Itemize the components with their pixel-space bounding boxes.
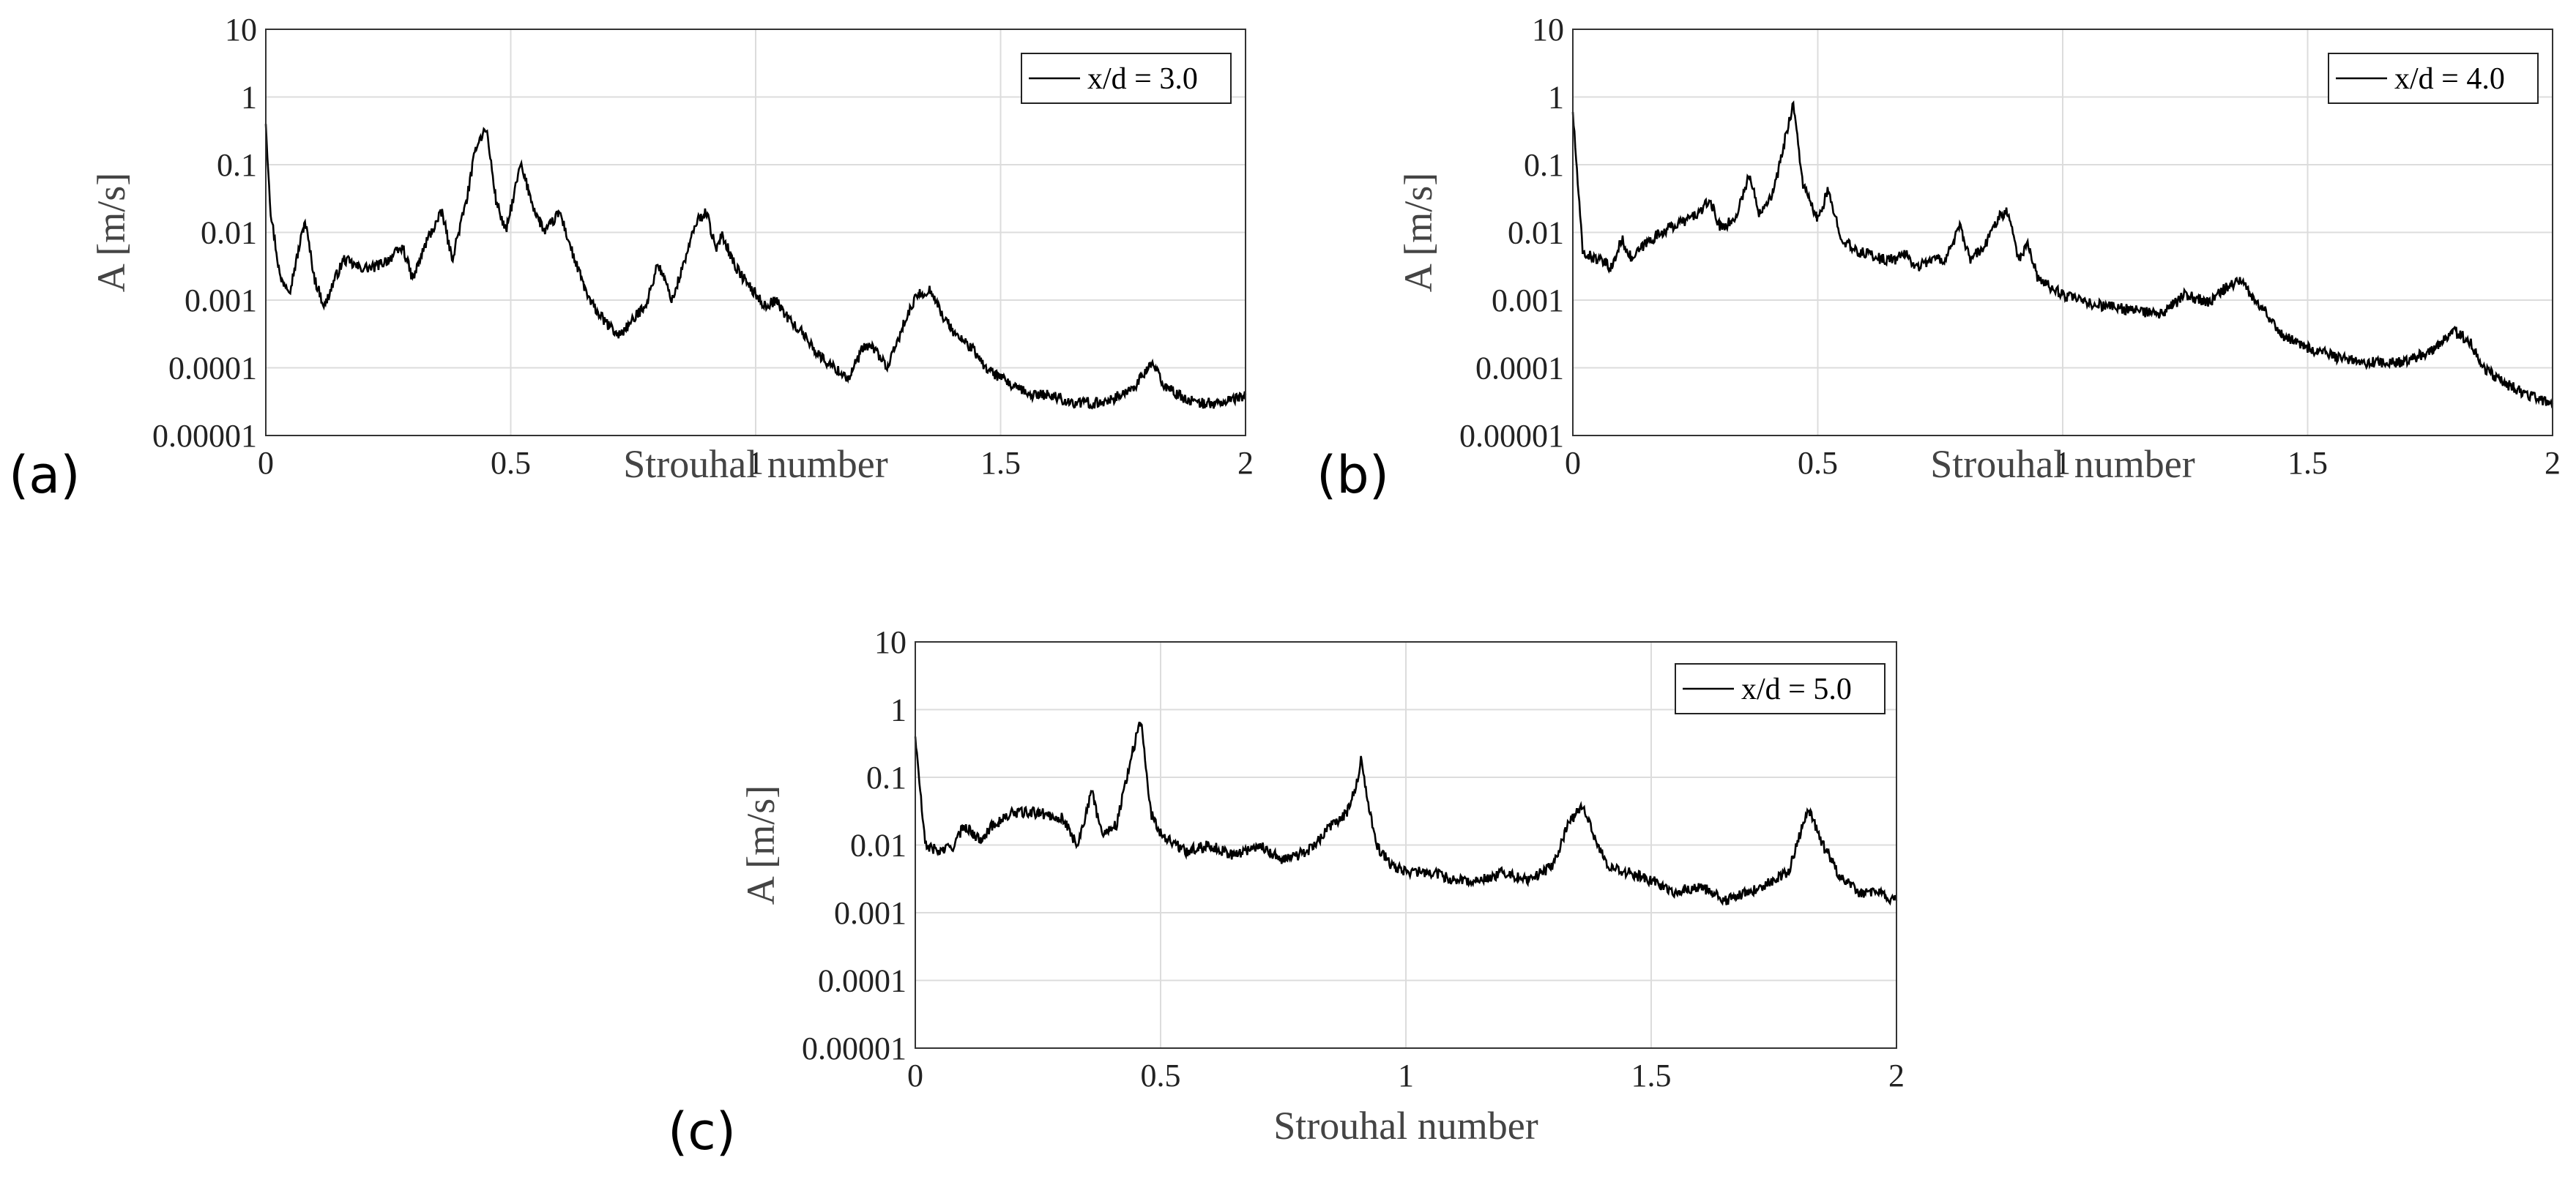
x-tick-label: 2 [1888,1058,1905,1094]
panel-label: (b) [1317,445,1389,505]
legend-entry: x/d = 5.0 [1741,673,1852,706]
y-tick-label: 0.001 [185,283,257,318]
y-tick-label: 0.01 [1508,215,1564,251]
y-tick-labels: 0.00001 0.0001 0.001 0.01 0.1 1 10 [152,12,257,454]
plot-frame [1572,29,2553,436]
x-tick-label: 1.5 [1631,1058,1672,1094]
x-tick-label: 2 [1237,445,1254,481]
grid-lines [915,642,1896,1048]
y-axis-label: A [m/s] [739,785,783,905]
y-tick-label: 1 [241,80,257,116]
y-tick-label: 0.001 [1492,283,1564,318]
x-tick-label: 0.5 [1798,445,1838,481]
y-tick-label: 0.0001 [1475,351,1564,386]
legend-entry: x/d = 3.0 [1087,62,1198,96]
chart-panel-b: 0.00001 0.0001 0.001 0.01 0.1 1 10 0 0.5 1 1.5 2 A… [1317,12,2561,505]
x-tick-label: 0 [1565,445,1581,481]
plot-frame [265,29,1246,436]
y-tick-label: 0.0001 [168,351,257,386]
x-tick-label: 1 [1398,1058,1414,1094]
x-tick-label: 0 [907,1058,923,1094]
y-tick-label: 0.1 [1524,147,1564,183]
chart-panel-a: 0.00001 0.0001 0.001 0.01 0.1 1 10 0 0.5 1 1.5 2 A… [9,12,1254,505]
y-tick-label: 10 [1532,12,1564,48]
x-tick-label: 1.5 [2287,445,2328,481]
y-tick-label: 0.01 [201,215,257,251]
x-tick-label: 0.5 [1141,1058,1181,1094]
y-tick-label: 0.1 [217,147,257,183]
y-tick-label: 10 [225,12,257,48]
legend: x/d = 4.0 [2328,53,2539,104]
y-tick-label: 0.0001 [818,963,907,999]
x-tick-labels: 0 0.5 1 1.5 2 [1565,445,2561,481]
y-axis-label: A [m/s] [89,173,133,293]
legend-entry: x/d = 4.0 [2394,62,2505,96]
x-tick-labels: 0 0.5 1 1.5 2 [258,445,1254,481]
x-tick-label: 0.5 [491,445,531,481]
y-tick-label: 0.01 [850,828,907,864]
plot-frame [915,641,1897,1049]
x-tick-label: 0 [258,445,274,481]
y-tick-label: 0.00001 [1459,418,1564,454]
panel-label: (a) [9,445,81,505]
x-tick-label: 1.5 [980,445,1021,481]
y-tick-label: 1 [1548,80,1564,116]
x-tick-label: 1 [748,445,764,481]
x-axis-label: Strouhal number [1930,442,2195,486]
series-line-x-d-4 [1571,100,2554,409]
series-line-x-d-5 [914,722,1898,906]
panel-label: (c) [668,1102,736,1162]
x-axis-label: Strouhal number [1273,1104,1538,1148]
x-tick-labels: 0 0.5 1 1.5 2 [907,1058,1905,1094]
y-tick-label: 10 [874,624,907,660]
chart-panel-c: 0.00001 0.0001 0.001 0.01 0.1 1 10 0 0.5 1 1.5 2 A… [668,624,1905,1162]
series-line-x-d-3 [264,124,1247,410]
x-tick-label: 2 [2545,445,2561,481]
y-tick-label: 0.00001 [152,418,257,454]
y-tick-labels: 0.00001 0.0001 0.001 0.01 0.1 1 10 [1459,12,1564,454]
x-tick-label: 1 [2055,445,2071,481]
y-tick-label: 0.1 [866,760,907,796]
y-tick-label: 0.001 [834,895,907,931]
x-axis-label: Strouhal number [623,442,887,486]
legend: x/d = 3.0 [1021,53,1232,104]
y-tick-labels: 0.00001 0.0001 0.001 0.01 0.1 1 10 [802,624,907,1066]
legend: x/d = 5.0 [1675,663,1886,714]
y-axis-label: A [m/s] [1396,173,1440,293]
y-tick-label: 0.00001 [802,1031,907,1066]
y-tick-label: 1 [890,692,907,728]
